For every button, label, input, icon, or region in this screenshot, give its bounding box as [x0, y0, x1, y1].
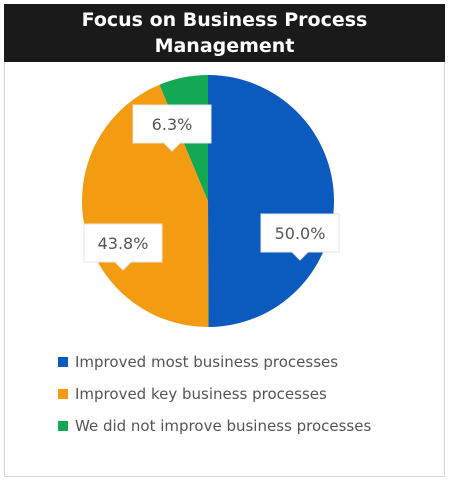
data-label-text: 43.8%: [98, 234, 149, 253]
pie-slice: [208, 74, 335, 327]
legend-label: Improved key business processes: [75, 385, 327, 403]
data-label: 43.8%: [83, 223, 163, 271]
legend-item: Improved most business processes: [58, 346, 371, 378]
legend-swatch: [58, 357, 68, 367]
chart-title: Focus on Business Process Management: [4, 4, 445, 62]
legend-label: Improved most business processes: [75, 353, 339, 371]
legend: Improved most business processes Improved…: [58, 346, 371, 442]
data-label-text: 50.0%: [275, 224, 326, 243]
legend-swatch: [58, 389, 68, 399]
legend-swatch: [58, 421, 68, 431]
legend-label: We did not improve business processes: [75, 417, 372, 435]
data-label: 6.3%: [132, 104, 212, 152]
data-label: 50.0%: [260, 213, 340, 261]
data-label-text: 6.3%: [152, 115, 193, 134]
chart-title-line-1: Focus on Business Process: [81, 9, 368, 31]
chart-title-line-2: Management: [154, 35, 295, 57]
legend-item: Improved key business processes: [58, 378, 371, 410]
legend-item: We did not improve business processes: [58, 410, 371, 442]
